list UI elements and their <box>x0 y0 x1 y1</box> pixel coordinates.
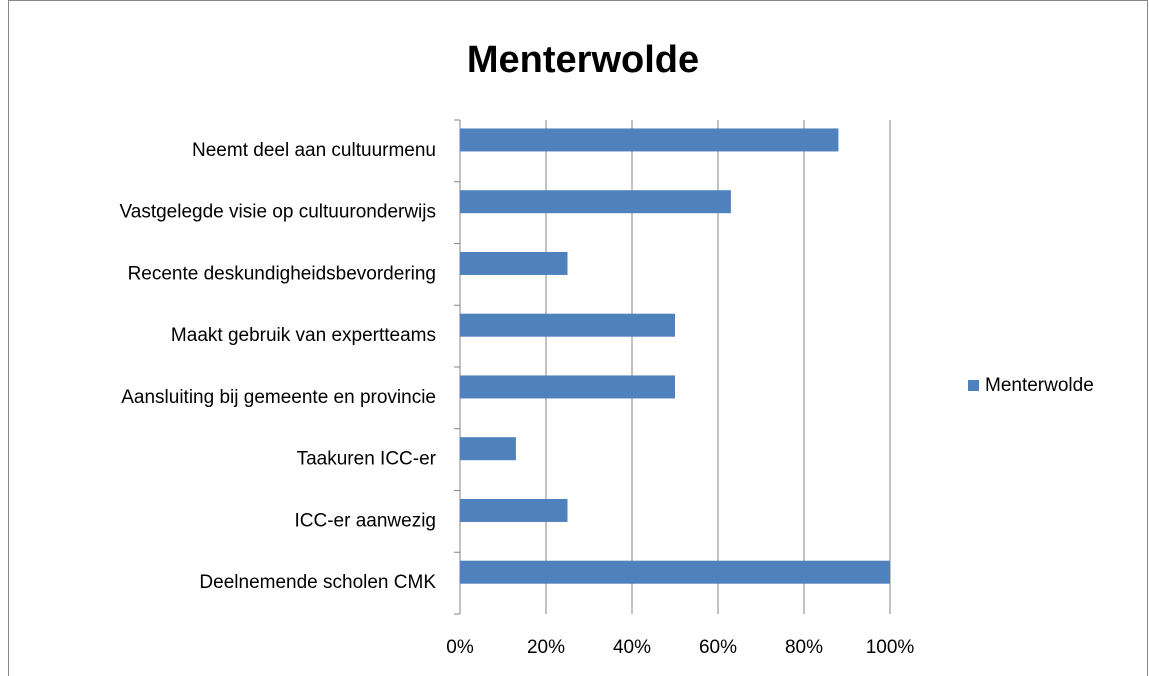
y-tick-label: Taakuren ICC-er <box>297 449 437 470</box>
bar <box>460 313 675 337</box>
x-tick-label: 60% <box>699 637 737 658</box>
bar <box>460 560 890 584</box>
y-tick-label: Maakt gebruik van expertteams <box>171 325 436 346</box>
y-tick-label: Aansluiting bij gemeente en provincie <box>121 387 436 408</box>
bar <box>460 190 731 214</box>
legend-swatch <box>968 380 979 391</box>
chart-title: Menterwolde <box>467 39 699 81</box>
x-tick-label: 100% <box>866 637 915 658</box>
legend-label: Menterwolde <box>985 375 1094 396</box>
x-tick-label: 40% <box>613 637 651 658</box>
bar <box>460 498 568 522</box>
y-tick-label: Deelnemende scholen CMK <box>199 572 436 593</box>
x-tick-label: 20% <box>527 637 565 658</box>
bar <box>460 128 839 152</box>
y-tick-label: Recente deskundigheidsbevordering <box>128 263 436 284</box>
bar <box>460 251 568 275</box>
bar <box>460 375 675 399</box>
bar <box>460 437 516 461</box>
y-tick-label: Neemt deel aan cultuurmenu <box>192 140 436 161</box>
y-tick-label: Vastgelegde visie op cultuuronderwijs <box>120 202 437 223</box>
y-tick-label: ICC-er aanwezig <box>295 510 437 531</box>
x-tick-label: 80% <box>785 637 823 658</box>
x-tick-label: 0% <box>446 637 474 658</box>
